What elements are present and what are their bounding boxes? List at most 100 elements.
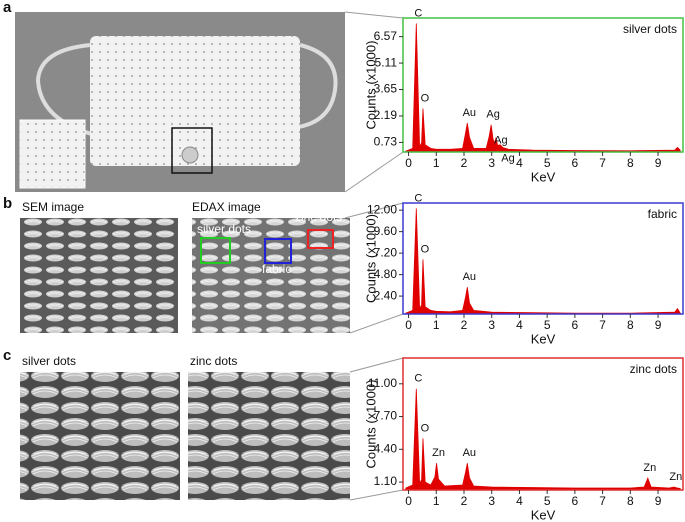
peak-label: Zn: [432, 447, 445, 459]
x-tick-label: 9: [655, 156, 662, 170]
y-tick-label: 3.65: [374, 82, 398, 96]
x-tick-label: 9: [655, 494, 662, 508]
photo-panel-a: [15, 12, 345, 192]
x-tick-label: 4: [516, 156, 523, 170]
highlight-box: [171, 127, 213, 174]
caption: EDAX image: [192, 200, 261, 214]
x-tick-label: 5: [544, 318, 551, 332]
inset: [19, 119, 86, 189]
zinc-box: [307, 229, 334, 249]
mask: [90, 36, 300, 166]
x-tick-label: 0: [405, 156, 412, 170]
x-tick-label: 1: [433, 156, 440, 170]
plot-frame: [402, 357, 684, 491]
peak-label: O: [421, 243, 430, 255]
sem-silver: [20, 372, 180, 500]
y-tick-label: 7.20: [374, 245, 398, 259]
x-axis-label: KeV: [531, 331, 556, 346]
panel-label: b: [3, 195, 12, 212]
x-tick-label: 6: [572, 494, 579, 508]
peak-label: Ag: [494, 134, 507, 146]
peak-label: O: [421, 422, 430, 434]
peak-label: Au: [463, 107, 476, 119]
edax-label: silver dots: [197, 222, 251, 236]
panel-label: c: [3, 347, 11, 364]
caption: zinc dots: [190, 354, 237, 368]
connector: [349, 357, 404, 373]
x-tick-label: 6: [572, 156, 579, 170]
y-tick-label: 7.70: [374, 409, 398, 423]
x-tick-label: 3: [488, 494, 495, 508]
connector: [349, 313, 404, 334]
x-tick-label: 1: [433, 318, 440, 332]
spectrum: [405, 208, 681, 315]
connector: [349, 489, 404, 501]
x-tick-label: 2: [461, 318, 468, 332]
peak-label: C: [414, 7, 422, 19]
peak-label: Zn: [643, 462, 656, 474]
y-tick-label: 4.40: [374, 441, 398, 455]
y-axis-label: Counts (x1000): [363, 380, 378, 469]
peak-label: C: [414, 373, 422, 385]
x-tick-label: 8: [627, 494, 634, 508]
y-tick-label: 1.10: [374, 474, 398, 488]
x-tick-label: 7: [599, 318, 606, 332]
x-tick-label: 2: [461, 494, 468, 508]
x-tick-label: 5: [544, 156, 551, 170]
caption: silver dots: [22, 354, 76, 368]
y-tick-label: 4.80: [374, 267, 398, 281]
connector: [344, 151, 404, 193]
x-tick-label: 3: [488, 156, 495, 170]
peak-label: C: [414, 192, 422, 204]
peak-label: Zn: [669, 471, 682, 483]
peak-label: O: [421, 92, 430, 104]
y-tick-label: 9.60: [374, 224, 398, 238]
x-tick-label: 1: [433, 494, 440, 508]
edax-label: fabric: [262, 262, 291, 276]
x-tick-label: 0: [405, 494, 412, 508]
x-tick-label: 6: [572, 318, 579, 332]
caption: SEM image: [22, 200, 84, 214]
spectrum: [405, 23, 681, 153]
x-tick-label: 8: [627, 156, 634, 170]
y-tick-label: 2.19: [374, 108, 398, 122]
y-tick-label: 12.00: [367, 202, 397, 216]
x-tick-label: 0: [405, 318, 412, 332]
connector: [344, 11, 404, 19]
pad: [181, 146, 199, 164]
x-axis-label: KeV: [531, 169, 556, 184]
plot-frame: [402, 17, 684, 153]
y-tick-label: 2.40: [374, 288, 398, 302]
y-axis-label: Counts (x1000): [363, 214, 378, 303]
edax-label: zinc dots: [295, 210, 342, 224]
x-tick-label: 7: [599, 156, 606, 170]
connector: [344, 202, 404, 219]
spectrum: [405, 388, 681, 491]
chart-title: fabric: [648, 207, 677, 221]
x-tick-label: 2: [461, 156, 468, 170]
plot-frame: [402, 202, 684, 315]
peak-label: Ag: [486, 109, 499, 121]
x-tick-label: 5: [544, 494, 551, 508]
chart-title: silver dots: [623, 22, 677, 36]
x-tick-label: 3: [488, 318, 495, 332]
fabric-box: [264, 238, 292, 264]
y-tick-label: 0.73: [374, 135, 398, 149]
silver-box: [200, 237, 231, 264]
peak-label: Au: [463, 447, 476, 459]
peak-label: Au: [463, 271, 476, 283]
sem-zinc: [188, 372, 350, 500]
panel-label: a: [3, 0, 12, 16]
peak-label: Ag: [501, 153, 514, 165]
x-tick-label: 8: [627, 318, 634, 332]
x-tick-label: 7: [599, 494, 606, 508]
y-tick-label: 6.57: [374, 29, 398, 43]
x-tick-label: 4: [516, 494, 523, 508]
y-axis-label: Counts (x1000): [363, 41, 378, 130]
sem-image: [20, 218, 178, 333]
x-axis-label: KeV: [531, 507, 556, 522]
x-tick-label: 9: [655, 318, 662, 332]
y-tick-label: 11.00: [368, 376, 397, 390]
x-tick-label: 4: [516, 318, 523, 332]
